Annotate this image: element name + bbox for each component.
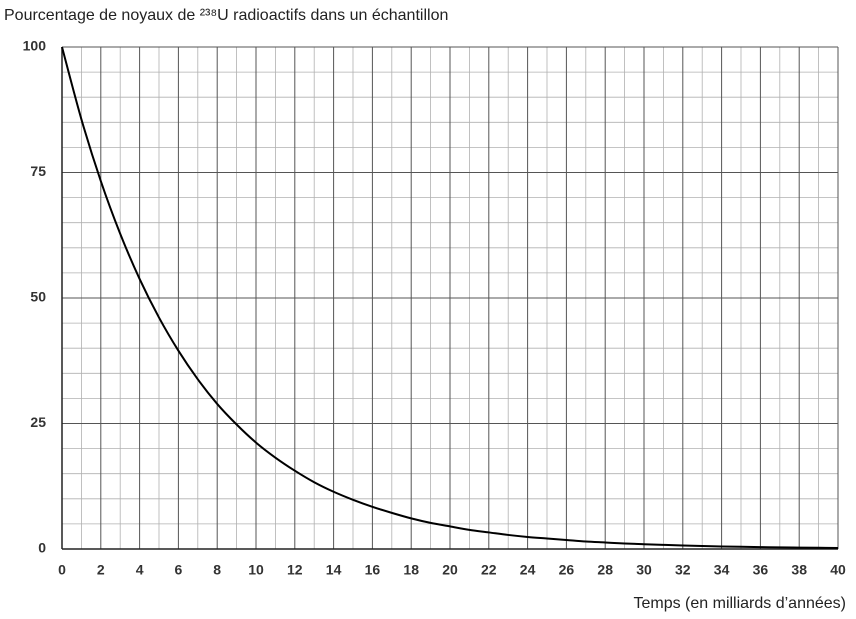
x-tick-label: 26	[559, 562, 575, 578]
x-tick-label: 32	[675, 562, 691, 578]
y-tick-label: 25	[30, 414, 46, 430]
x-tick-label: 6	[175, 562, 183, 578]
x-tick-label: 2	[97, 562, 105, 578]
x-tick-label: 0	[58, 562, 66, 578]
x-tick-label: 38	[791, 562, 807, 578]
x-tick-label: 30	[636, 562, 652, 578]
x-tick-label: 12	[287, 562, 303, 578]
y-tick-label: 50	[30, 289, 46, 305]
x-axis-label: Temps (en milliards d’années)	[633, 595, 846, 612]
x-tick-label: 16	[365, 562, 381, 578]
x-tick-label: 18	[403, 562, 419, 578]
chart-title: Pourcentage de noyaux de ²³⁸U radioactif…	[4, 7, 448, 24]
x-tick-label: 36	[753, 562, 769, 578]
x-tick-label: 24	[520, 562, 536, 578]
y-tick-label: 100	[23, 38, 47, 54]
x-tick-label: 40	[830, 562, 846, 578]
x-tick-label: 28	[597, 562, 613, 578]
x-tick-label: 22	[481, 562, 497, 578]
y-tick-label: 0	[38, 540, 46, 556]
x-tick-label: 20	[442, 562, 458, 578]
x-tick-label: 14	[326, 562, 342, 578]
x-tick-label: 4	[136, 562, 144, 578]
x-tick-label: 8	[213, 562, 221, 578]
x-tick-label: 10	[248, 562, 264, 578]
curve	[61, 46, 839, 549]
x-tick-label: 34	[714, 562, 730, 578]
y-tick-label: 75	[30, 163, 46, 179]
